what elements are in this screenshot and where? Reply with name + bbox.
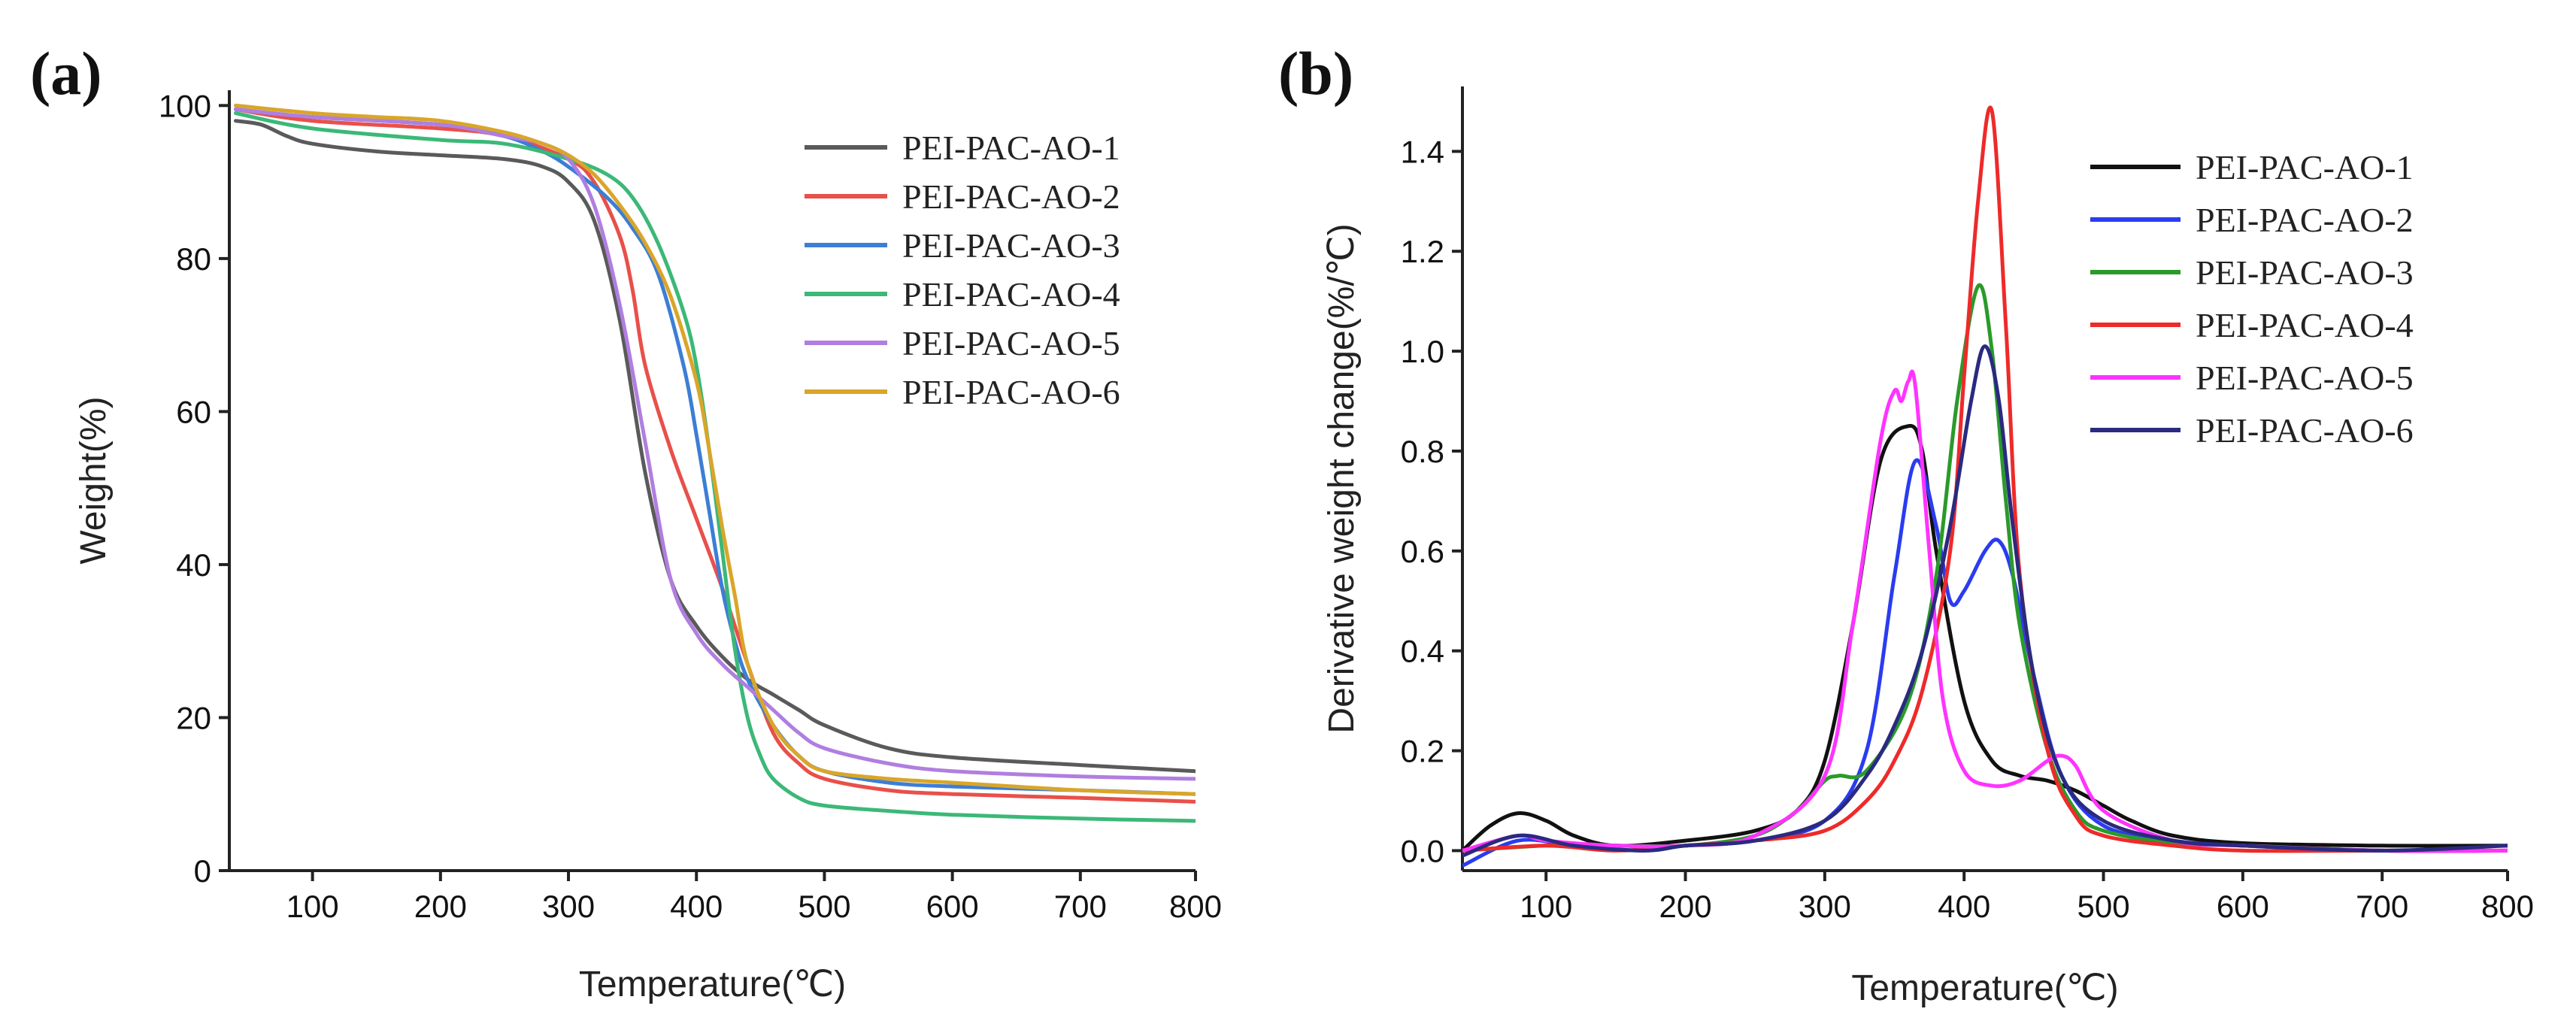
panel-b-label: (b)	[1278, 39, 1353, 108]
legend-label: PEI-PAC-AO-5	[902, 324, 1120, 362]
x-tick-label: 700	[1054, 889, 1107, 924]
y-tick-label: 0.2	[1401, 734, 1444, 769]
x-tick-label: 200	[414, 889, 467, 924]
x-tick-label: 200	[1659, 889, 1711, 924]
y-tick-label: 20	[176, 700, 211, 735]
x-axis-title: Temperature(℃)	[1851, 968, 2118, 1008]
y-tick-label: 40	[176, 547, 211, 583]
legend-label: PEI-PAC-AO-4	[902, 275, 1120, 314]
legend-label: PEI-PAC-AO-2	[902, 177, 1120, 216]
y-axis-title: Weight(%)	[74, 396, 114, 564]
y-tick-label: 0.4	[1401, 634, 1444, 669]
legend-label: PEI-PAC-AO-4	[2196, 306, 2414, 344]
x-tick-label: 100	[286, 889, 339, 924]
legend-label: PEI-PAC-AO-2	[2196, 201, 2414, 239]
series-line-pei-pac-ao-5	[234, 107, 1196, 781]
x-tick-label: 300	[1799, 889, 1851, 924]
series-line-pei-pac-ao-6	[234, 103, 1196, 796]
y-tick-label: 0.8	[1401, 434, 1444, 469]
legend-label: PEI-PAC-AO-6	[902, 373, 1120, 411]
series-line-pei-pac-ao-2	[1462, 458, 2508, 868]
series-line-pei-pac-ao-1	[234, 119, 1196, 774]
x-tick-label: 500	[2077, 889, 2129, 924]
y-axis-title: Derivative weight change(%/℃)	[1322, 223, 1362, 733]
series-line-pei-pac-ao-6	[1462, 344, 2508, 858]
legend-label: PEI-PAC-AO-3	[902, 226, 1120, 265]
y-tick-label: 1.4	[1401, 134, 1444, 169]
x-tick-label: 600	[926, 889, 979, 924]
x-tick-label: 500	[798, 889, 850, 924]
x-tick-label: 300	[542, 889, 595, 924]
y-tick-label: 0.0	[1401, 833, 1444, 868]
y-tick-label: 60	[176, 394, 211, 429]
legend-label: PEI-PAC-AO-1	[902, 129, 1120, 167]
x-tick-label: 800	[1169, 889, 1222, 924]
y-tick-label: 0	[194, 853, 211, 889]
x-tick-label: 700	[2356, 889, 2408, 924]
x-axis-title: Temperature(℃)	[579, 965, 846, 1004]
x-tick-label: 400	[670, 889, 723, 924]
x-tick-label: 100	[1520, 889, 1572, 924]
legend-label: PEI-PAC-AO-5	[2196, 359, 2414, 397]
series-line-pei-pac-ao-4	[234, 111, 1196, 823]
legend-label: PEI-PAC-AO-6	[2196, 411, 2414, 450]
y-tick-label: 0.6	[1401, 534, 1444, 569]
y-tick-label: 100	[159, 88, 211, 123]
legend-label: PEI-PAC-AO-1	[2196, 148, 2414, 186]
x-tick-label: 600	[2217, 889, 2269, 924]
y-tick-label: 1.2	[1401, 234, 1444, 269]
series-line-pei-pac-ao-1	[1462, 423, 2508, 853]
legend-label: PEI-PAC-AO-3	[2196, 253, 2414, 292]
panel-a-label: (a)	[30, 39, 102, 108]
x-tick-label: 400	[1938, 889, 1990, 924]
panel-a: (a) 100 200 300 400 500 600 700 800 0 20 40 60 80 100…	[30, 39, 1222, 1004]
x-tick-label: 800	[2481, 889, 2534, 924]
panel-b: (b) 100 200 300 400 500 600 700 800 0.0 0.2 0.4 0.6…	[1278, 39, 2534, 1008]
y-tick-label: 80	[176, 241, 211, 277]
y-tick-label: 1.0	[1401, 334, 1444, 369]
